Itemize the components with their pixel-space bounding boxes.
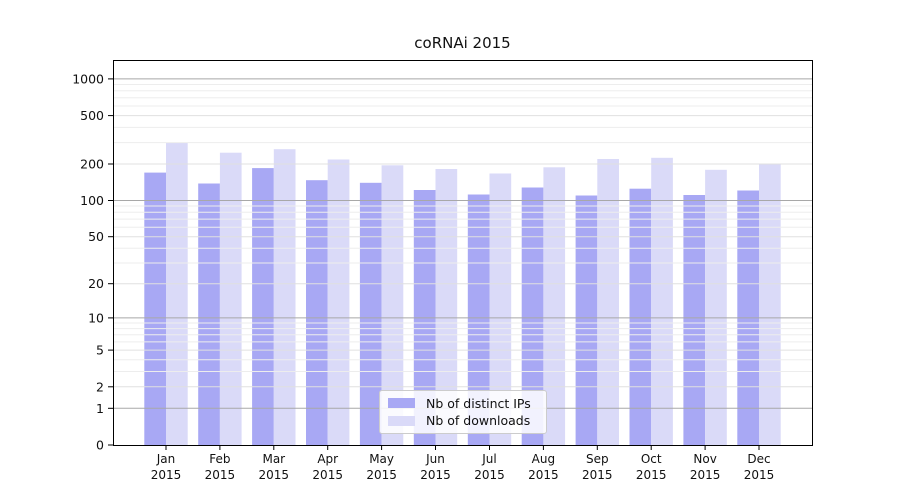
- bar-distinct-ips: [521, 187, 544, 445]
- y-tick-label: 10: [88, 310, 104, 325]
- legend-label-downloads: Nb of downloads: [426, 413, 531, 429]
- bar-downloads: [327, 159, 350, 445]
- bar-downloads: [381, 165, 404, 446]
- bar-downloads: [435, 169, 458, 445]
- y-tick-label: 50: [88, 229, 104, 244]
- bar-downloads: [705, 169, 727, 446]
- plot-border: [113, 60, 813, 446]
- legend-entry-downloads: Nb of downloads: [388, 413, 538, 428]
- bar-distinct-ips: [198, 183, 220, 445]
- x-tick-label: Mar 2015: [259, 452, 290, 482]
- x-tick-label: Dec 2015: [744, 452, 775, 482]
- bar-downloads: [489, 173, 512, 445]
- bar-downloads: [759, 164, 781, 445]
- y-tick-label: 1000: [72, 71, 104, 86]
- bar-distinct-ips: [629, 188, 652, 445]
- y-tick-label: 0: [96, 438, 104, 453]
- bar-distinct-ips: [306, 180, 328, 445]
- x-tick-label: Nov 2015: [690, 452, 721, 482]
- x-tick-label: Jan 2015: [151, 452, 182, 482]
- x-tick-label: Oct 2015: [636, 452, 667, 482]
- chart-title: coRNAi 2015: [414, 34, 511, 52]
- x-tick-label: Jun 2015: [420, 452, 451, 482]
- bar-distinct-ips: [467, 194, 490, 445]
- bar-downloads: [273, 149, 296, 445]
- bar-distinct-ips: [683, 195, 706, 445]
- bar-downloads: [651, 157, 673, 446]
- y-tick-label: 200: [80, 157, 104, 172]
- legend: Nb of distinct IPs Nb of downloads: [379, 390, 547, 434]
- y-tick-label: 2: [96, 379, 104, 394]
- bar-distinct-ips: [575, 195, 598, 445]
- bar-distinct-ips: [252, 168, 274, 445]
- bar-distinct-ips: [144, 172, 166, 445]
- bar-downloads: [219, 152, 242, 445]
- x-tick-label: Jul 2015: [474, 452, 505, 482]
- x-tick-label: Aug 2015: [528, 452, 559, 482]
- y-tick-label: 20: [88, 276, 104, 291]
- x-tick-label: May 2015: [366, 452, 397, 482]
- bar-downloads: [597, 159, 619, 445]
- y-tick-label: 5: [96, 343, 104, 358]
- legend-swatch-distinct-ips-icon: [388, 398, 415, 409]
- x-tick-label: Apr 2015: [312, 452, 343, 482]
- bar-downloads: [166, 142, 188, 445]
- y-tick-label: 100: [80, 193, 104, 208]
- legend-label-distinct-ips: Nb of distinct IPs: [426, 395, 531, 411]
- legend-entry-distinct-ips: Nb of distinct IPs: [388, 396, 538, 411]
- y-tick-label: 1: [96, 401, 104, 416]
- legend-swatch-downloads-icon: [388, 415, 415, 426]
- y-tick-label: 500: [80, 108, 104, 123]
- x-tick-label: Feb 2015: [205, 452, 236, 482]
- x-tick-label: Sep 2015: [582, 452, 613, 482]
